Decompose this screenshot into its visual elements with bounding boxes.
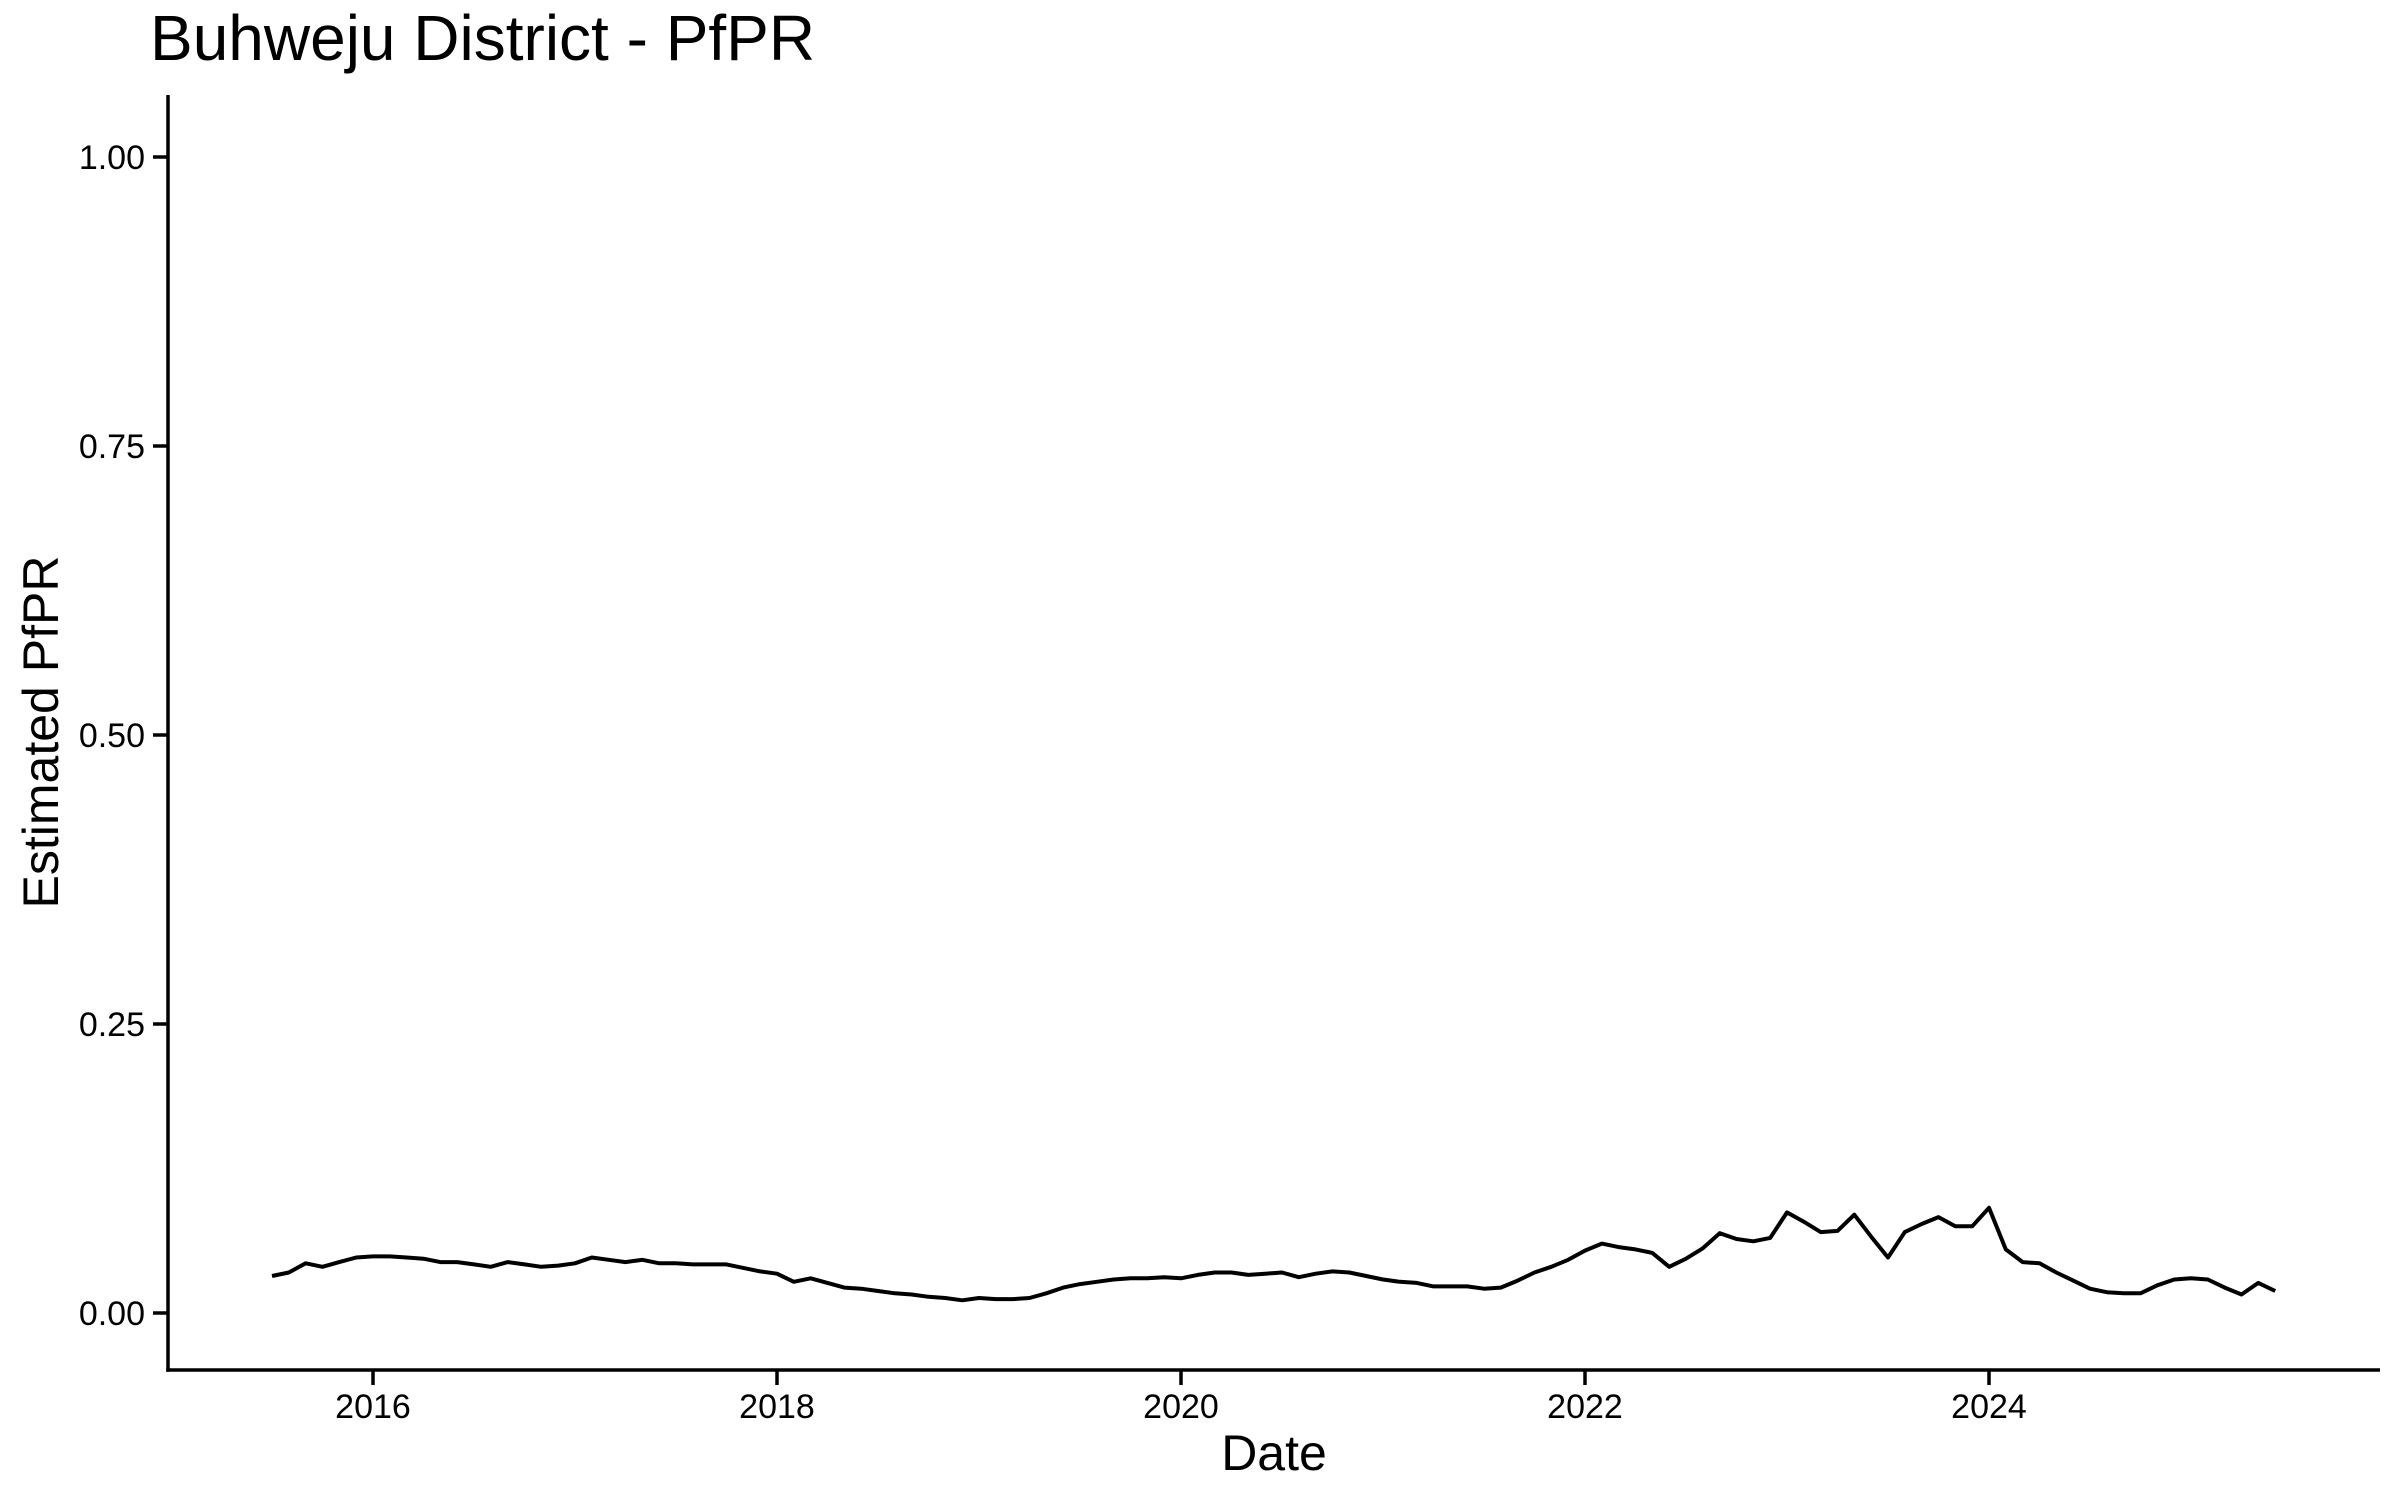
y-tick-label: 0.50 <box>79 717 145 755</box>
x-axis-title: Date <box>1221 1425 1327 1481</box>
y-tick-label: 0.00 <box>79 1295 145 1333</box>
x-tick-label: 2020 <box>1143 1388 1219 1426</box>
x-tick-label: 2016 <box>335 1388 411 1426</box>
x-tick-label: 2024 <box>1951 1388 2027 1426</box>
x-tick-label: 2022 <box>1547 1388 1623 1426</box>
y-tick-label: 0.25 <box>79 1006 145 1044</box>
y-tick-label: 1.00 <box>79 139 145 177</box>
pfpr-series-line <box>271 1205 2277 1303</box>
x-axis-ticks: 2016 2018 2020 2022 2024 <box>335 1370 2027 1426</box>
y-axis-ticks: 0.00 0.25 0.50 0.75 1.00 <box>79 139 168 1333</box>
y-axis-title: Estimated PfPR <box>13 556 69 909</box>
x-tick-label: 2018 <box>739 1388 815 1426</box>
chart-title: Buhweju District - PfPR <box>150 2 815 74</box>
y-tick-label: 0.75 <box>79 428 145 466</box>
